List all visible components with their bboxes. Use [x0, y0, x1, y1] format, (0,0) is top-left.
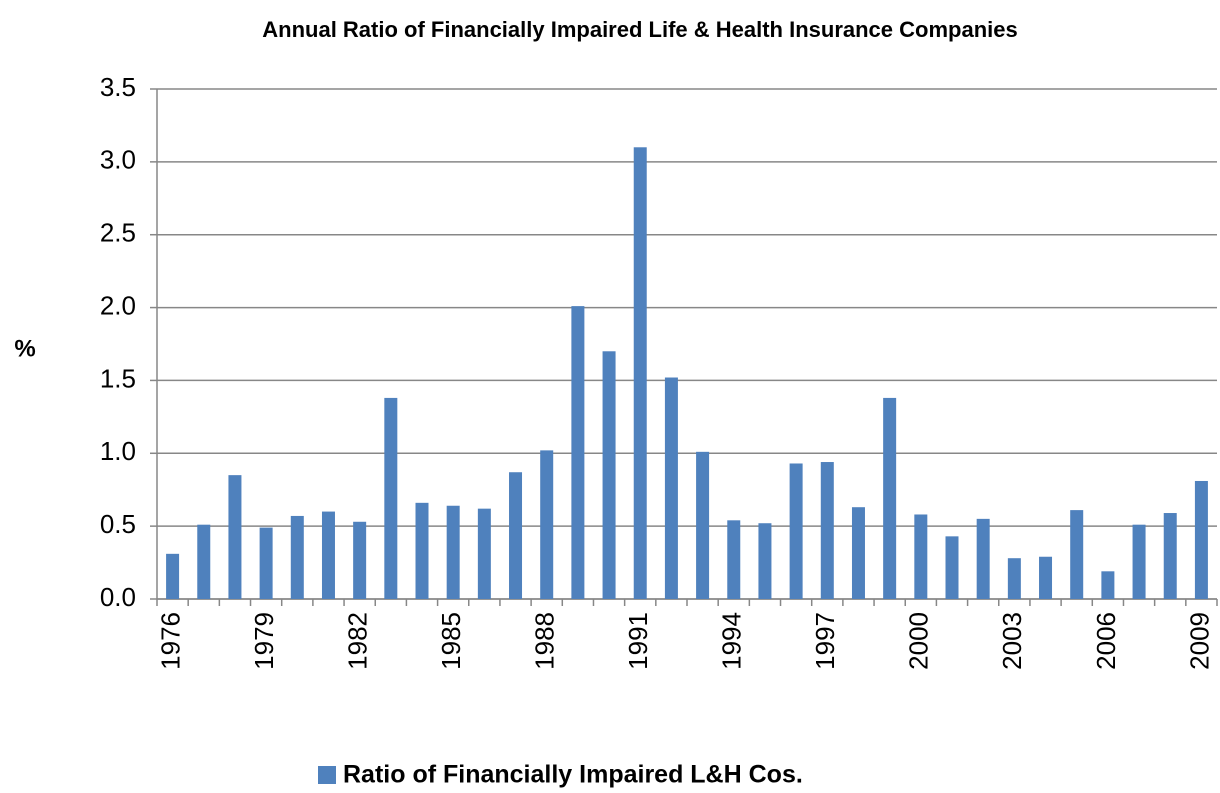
- bar: [1132, 524, 1146, 599]
- bar: [1007, 558, 1021, 599]
- bar: [602, 351, 616, 599]
- bar: [696, 451, 710, 599]
- x-tick-label: 1997: [810, 612, 840, 670]
- x-tick-label: 1988: [530, 612, 560, 670]
- bar: [446, 505, 460, 599]
- y-tick-label: 2.5: [100, 218, 136, 248]
- bar: [353, 521, 367, 599]
- bar: [1194, 480, 1208, 599]
- bar: [197, 524, 211, 599]
- bar: [228, 475, 242, 599]
- x-tick-label: 2003: [997, 612, 1027, 670]
- bar: [789, 463, 803, 599]
- x-tick-label: 1985: [436, 612, 466, 670]
- chart-title: Annual Ratio of Financially Impaired Lif…: [262, 17, 1017, 42]
- x-tick-label: 1976: [155, 612, 185, 670]
- bar: [384, 397, 398, 599]
- bar: [1163, 513, 1177, 599]
- bar: [664, 377, 678, 599]
- bar: [883, 397, 897, 599]
- legend-swatch: [318, 766, 336, 784]
- bar: [945, 536, 959, 599]
- bar: [851, 507, 865, 599]
- y-tick-label: 1.0: [100, 436, 136, 466]
- y-tick-label: 2.0: [100, 290, 136, 320]
- y-tick-label: 0.0: [100, 582, 136, 612]
- bar: [820, 462, 834, 599]
- y-axis-label: %: [14, 335, 35, 362]
- bar: [633, 147, 647, 600]
- x-tick-label: 2006: [1091, 612, 1121, 670]
- bar: [290, 515, 304, 599]
- x-tick-label: 1991: [623, 612, 653, 670]
- bar: [758, 523, 772, 599]
- bar: [415, 502, 429, 599]
- legend-label: Ratio of Financially Impaired L&H Cos.: [343, 761, 803, 789]
- y-tick-label: 3.5: [100, 72, 136, 102]
- x-tick-label: 1982: [343, 612, 373, 670]
- bar: [914, 514, 928, 599]
- bar: [976, 518, 990, 599]
- bar: [259, 527, 273, 599]
- bar: [477, 508, 491, 599]
- y-tick-label: 3.0: [100, 145, 136, 175]
- x-tick-label: 1979: [249, 612, 279, 670]
- y-tick-label: 0.5: [100, 509, 136, 539]
- bar: [540, 450, 554, 599]
- bar: [571, 306, 585, 599]
- bar: [1039, 556, 1053, 599]
- bar: [1070, 510, 1084, 599]
- bar: [166, 553, 180, 599]
- bar: [727, 520, 741, 599]
- bar: [321, 511, 335, 599]
- bar: [509, 472, 523, 599]
- x-tick-label: 2000: [904, 612, 934, 670]
- y-tick-label: 1.5: [100, 363, 136, 393]
- x-tick-label: 2009: [1184, 612, 1214, 670]
- bar: [1101, 571, 1115, 599]
- x-tick-label: 1994: [717, 612, 747, 670]
